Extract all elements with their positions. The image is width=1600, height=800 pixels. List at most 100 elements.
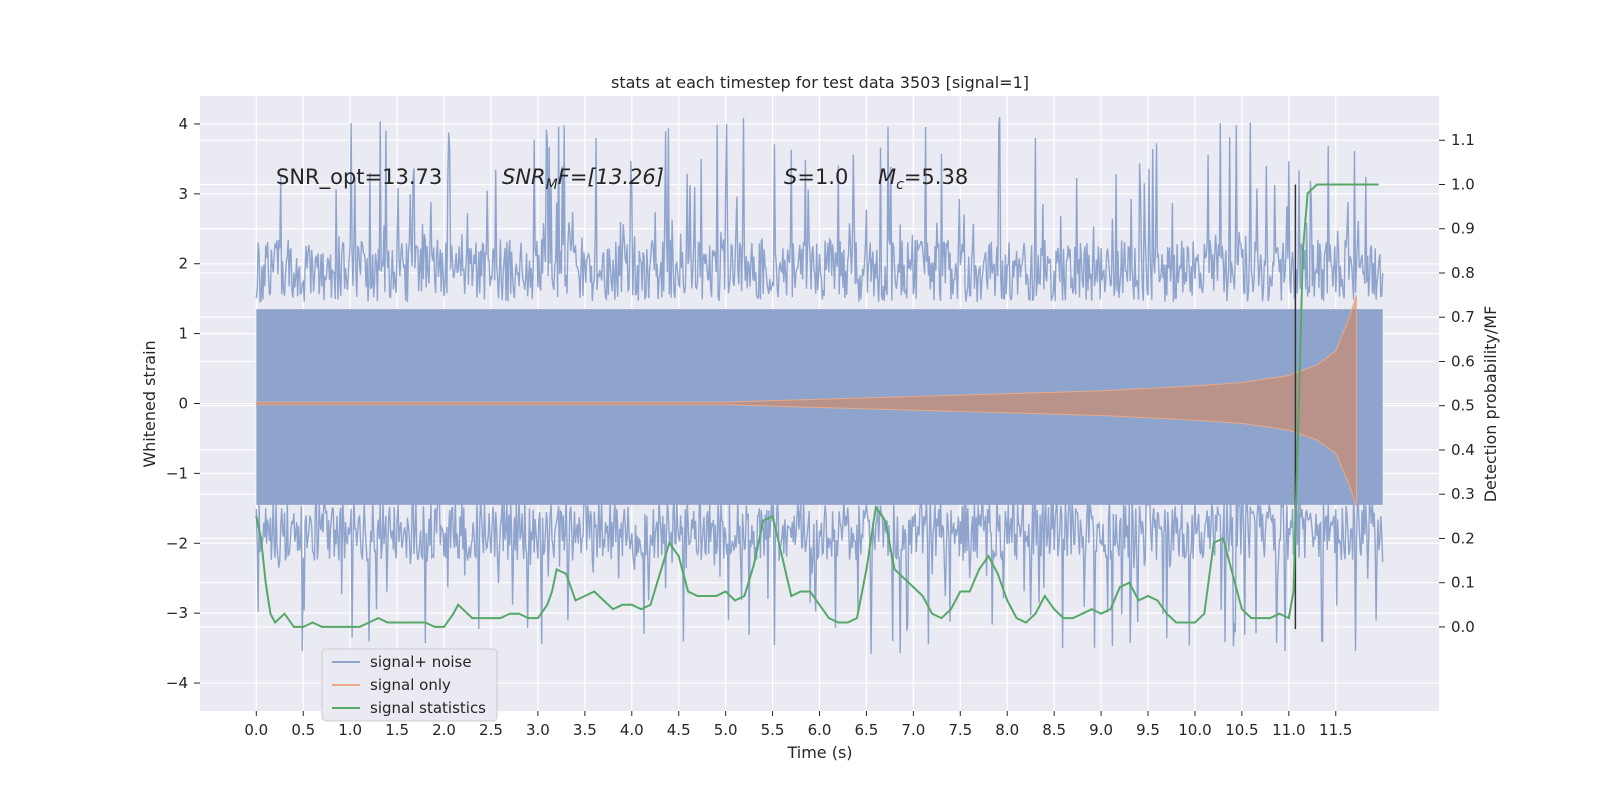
x-axis-label: Time (s) [786, 743, 852, 762]
signal-statistics-point [734, 599, 736, 602]
signal-statistics-point [1184, 621, 1187, 624]
signal-statistics-point [527, 617, 530, 619]
signal-statistics-point [1015, 617, 1018, 619]
signal-statistics-point [480, 617, 483, 619]
x-tick-label: 4.0 [620, 721, 644, 739]
signal-statistics-point [537, 617, 539, 619]
snr-mf-rest: F=[13.26] [558, 165, 664, 189]
signal-statistics-point [1090, 608, 1093, 610]
signal-statistics-point [1269, 617, 1271, 619]
signal-statistics-point [640, 608, 642, 610]
signal-statistics-point [771, 515, 774, 518]
x-tick-label: 5.5 [761, 721, 785, 739]
x-tick-label: 6.5 [855, 721, 879, 739]
signal-statistics-point [386, 621, 389, 624]
x-tick-label: 7.0 [901, 721, 925, 739]
y-left-tick-label: 4 [178, 115, 188, 133]
signal-statistics-point [1377, 183, 1379, 186]
signal-statistics-point [452, 612, 455, 615]
signal-statistics-point [269, 612, 272, 615]
signal-statistics-point [264, 581, 267, 584]
signal-statistics-point [1297, 427, 1299, 429]
signal-statistics-point [471, 617, 474, 619]
signal-statistics-point [433, 626, 436, 628]
signal-statistics-point [551, 590, 553, 593]
legend: signal+ noise signal only signal statist… [321, 648, 498, 722]
y-right-tick-label: 0.5 [1451, 397, 1475, 415]
snr-mf-rest-text: F=[13.26] [558, 165, 664, 189]
y-right-tick-label: 0.4 [1451, 441, 1475, 459]
signal-statistics-point [1128, 581, 1131, 584]
signal-statistics-point [828, 617, 830, 619]
signal-statistics-point [612, 608, 614, 610]
annotation-snr-opt: SNR_opt=13.73 [276, 165, 442, 190]
y-right-tick-label: 1.0 [1451, 175, 1475, 193]
signal-statistics-point [1278, 612, 1281, 615]
mc-rest: =5.38 [904, 165, 968, 189]
signal-statistics-point [846, 621, 849, 624]
signal-statistics-point [293, 626, 295, 628]
x-tick-label: 2.0 [432, 721, 456, 739]
signal-statistics-point [1025, 621, 1027, 624]
signal-statistics-point [396, 621, 398, 624]
signal-statistics-point [753, 564, 755, 566]
signal-statistics-point [1147, 595, 1149, 597]
signal-statistics-point [950, 608, 952, 610]
signal-statistics-point [1034, 612, 1037, 615]
x-tick-label: 1.0 [338, 721, 362, 739]
signal-statistics-point [405, 621, 408, 624]
signal-statistics-point [912, 586, 915, 588]
signal-statistics-point [340, 626, 342, 628]
signal-statistics-point [377, 617, 380, 619]
signal-statistics-point [499, 617, 502, 619]
signal-statistics-point [457, 604, 459, 606]
signal-statistics-point [260, 537, 262, 540]
signal-statistics-point [1081, 612, 1084, 615]
y-axis-right-label: Detection probability/MF [1481, 306, 1500, 503]
signal-statistics-point [621, 604, 624, 606]
chart-title: stats at each timestep for test data 350… [611, 73, 1029, 92]
x-axis-ticks: 0.0 0.5 1.0 1.5 2.0 2.5 3.0 3.5 4.0 4.5 5.0 5.5 6.0 6… [244, 711, 1352, 739]
signal-statistics-point [1053, 608, 1055, 610]
x-tick-label: 3.5 [573, 721, 597, 739]
signal-statistics-point [631, 604, 633, 606]
signal-statistics-point [799, 590, 802, 593]
signal-statistics-point [330, 626, 333, 628]
x-tick-label: 9.0 [1089, 721, 1113, 739]
signal-statistics-point [518, 612, 520, 615]
x-tick-label: 8.0 [995, 721, 1019, 739]
signal-statistics-point [706, 595, 708, 597]
signal-statistics-point [321, 626, 323, 628]
signal-statistics-point [1316, 183, 1318, 186]
x-tick-label: 8.5 [1042, 721, 1066, 739]
y-right-tick-label: 0.7 [1451, 308, 1475, 326]
x-tick-label: 0.0 [244, 721, 268, 739]
signal-statistics-point [1288, 617, 1290, 619]
y-axis-right-ticks: 1.1 1.0 0.9 0.8 0.7 0.6 0.5 0.4 0.3 0.2 0.1 0.0 [1439, 131, 1475, 636]
signal-statistics-point [649, 604, 652, 606]
legend-label-signal-noise: signal+ noise [370, 653, 472, 671]
signal-statistics-point [903, 577, 905, 580]
signal-statistics-point [856, 617, 858, 619]
y-left-tick-label: −1 [166, 464, 188, 482]
signal-statistics-point [1241, 608, 1243, 610]
x-tick-label: 11.0 [1272, 721, 1305, 739]
signal-statistics-series [255, 183, 1379, 630]
signal-statistics-point [593, 590, 595, 593]
signal-statistics-point [255, 515, 258, 518]
y-right-tick-label: 0.3 [1451, 485, 1475, 503]
signal-statistics-point [724, 590, 727, 593]
signal-statistics-point [884, 519, 886, 522]
y-left-tick-label: 0 [178, 395, 188, 413]
signal-statistics-point [415, 621, 417, 624]
y-right-tick-label: 0.8 [1451, 264, 1475, 282]
signal-statistics-point [1175, 621, 1177, 624]
signal-statistics-point [1222, 537, 1224, 540]
signal-statistics-point [490, 617, 492, 619]
x-tick-label: 3.0 [526, 721, 550, 739]
signal-statistics-point [1302, 250, 1304, 252]
annotation-snr-mf: SNRMF=[13.26] [502, 165, 664, 193]
y-axis-left-ticks: 4 3 2 1 0 −1 −2 −3 −4 [166, 115, 200, 692]
signal-statistics-point [1166, 612, 1168, 615]
annotation-mc: Mc=5.38 [878, 165, 968, 193]
